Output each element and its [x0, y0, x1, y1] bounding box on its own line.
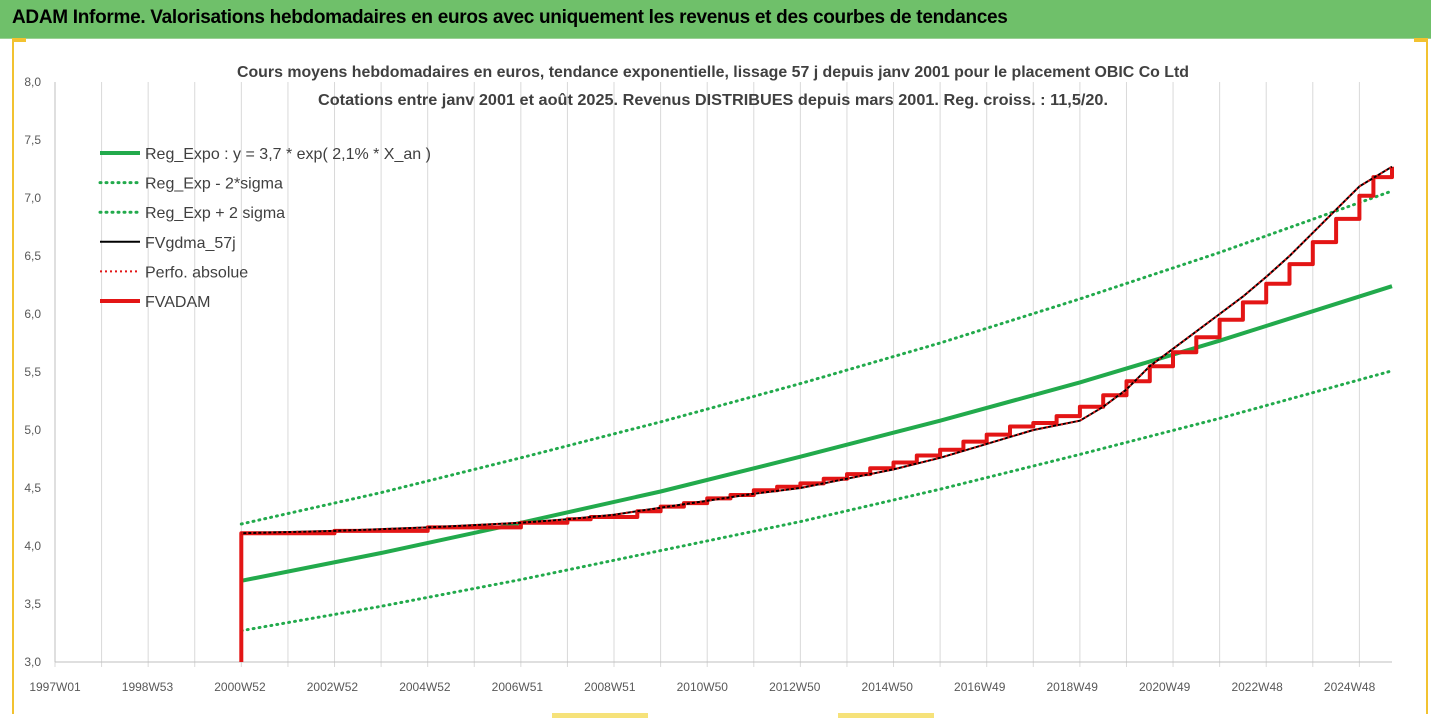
- frame-corner-bottom-right: [838, 713, 934, 718]
- x-tick-label: 2000W52: [214, 680, 266, 694]
- banner-title: ADAM Informe. Valorisations hebdomadaire…: [12, 7, 1008, 28]
- chart-frame: [12, 38, 1428, 714]
- legend-label: FVADAM: [145, 294, 210, 311]
- y-tick-label: 7,5: [24, 133, 41, 147]
- y-tick-label: 5,5: [24, 365, 41, 379]
- x-axis: 1997W01 1998W53 2000W52 2002W52 2004W52 2006W…: [29, 661, 1392, 694]
- header-banner: ADAM Informe. Valorisations hebdomadaire…: [0, 0, 1431, 39]
- legend-label: FVgdma_57j: [145, 235, 236, 252]
- x-tick-label: 2014W50: [862, 680, 914, 694]
- legend-label: Perfo. absolue: [145, 264, 248, 281]
- y-axis: 3,0 3,5 4,0 4,5 5,0 5,5 6,0 6,5 7,0 7,5 8,0: [24, 75, 56, 669]
- frame-corner-bottom-left: [552, 713, 648, 718]
- x-tick-label: 2002W52: [307, 680, 359, 694]
- y-tick-label: 6,0: [24, 307, 41, 321]
- frame-corner-left: [12, 38, 26, 42]
- series-line: [239, 369, 1394, 633]
- y-tick-label: 8,0: [24, 75, 41, 89]
- y-tick-label: 6,5: [24, 249, 41, 263]
- series-group: [239, 165, 1394, 662]
- x-tick-label: 2008W51: [584, 680, 636, 694]
- legend-label: Reg_Expo : y = 3,7 * exp( 2,1% * X_an ): [145, 146, 431, 163]
- grid: [54, 82, 1360, 667]
- y-tick-label: 7,0: [24, 191, 41, 205]
- chart-subtitle: Cotations entre janv 2001 et août 2025. …: [318, 92, 1108, 109]
- x-tick-label: 2018W49: [1047, 680, 1099, 694]
- x-tick-label: 2006W51: [492, 680, 544, 694]
- y-tick-label: 4,5: [24, 481, 41, 495]
- x-tick-label: 2010W50: [677, 680, 729, 694]
- series-line: [241, 165, 1393, 535]
- x-tick-label: 2020W49: [1139, 680, 1191, 694]
- y-tick-label: 3,0: [24, 655, 41, 669]
- y-tick-label: 3,5: [24, 597, 41, 611]
- x-tick-label: 2022W48: [1231, 680, 1283, 694]
- frame-corner-right: [1414, 38, 1428, 42]
- legend-label: Reg_Exp + 2 sigma: [145, 205, 285, 222]
- x-tick-label: 1998W53: [122, 680, 174, 694]
- legend: Reg_Expo : y = 3,7 * exp( 2,1% * X_an ) R…: [98, 146, 431, 311]
- series-line: [239, 189, 1394, 526]
- legend-label: Reg_Exp - 2*sigma: [145, 176, 283, 193]
- x-tick-label: 1997W01: [29, 680, 81, 694]
- y-tick-label: 5,0: [24, 423, 41, 437]
- x-tick-label: 2024W48: [1324, 680, 1376, 694]
- y-tick-label: 4,0: [24, 539, 41, 553]
- x-tick-label: 2004W52: [399, 680, 451, 694]
- chart-title: Cours moyens hebdomadaires en euros, ten…: [237, 64, 1189, 81]
- x-tick-label: 2012W50: [769, 680, 821, 694]
- x-tick-label: 2016W49: [954, 680, 1006, 694]
